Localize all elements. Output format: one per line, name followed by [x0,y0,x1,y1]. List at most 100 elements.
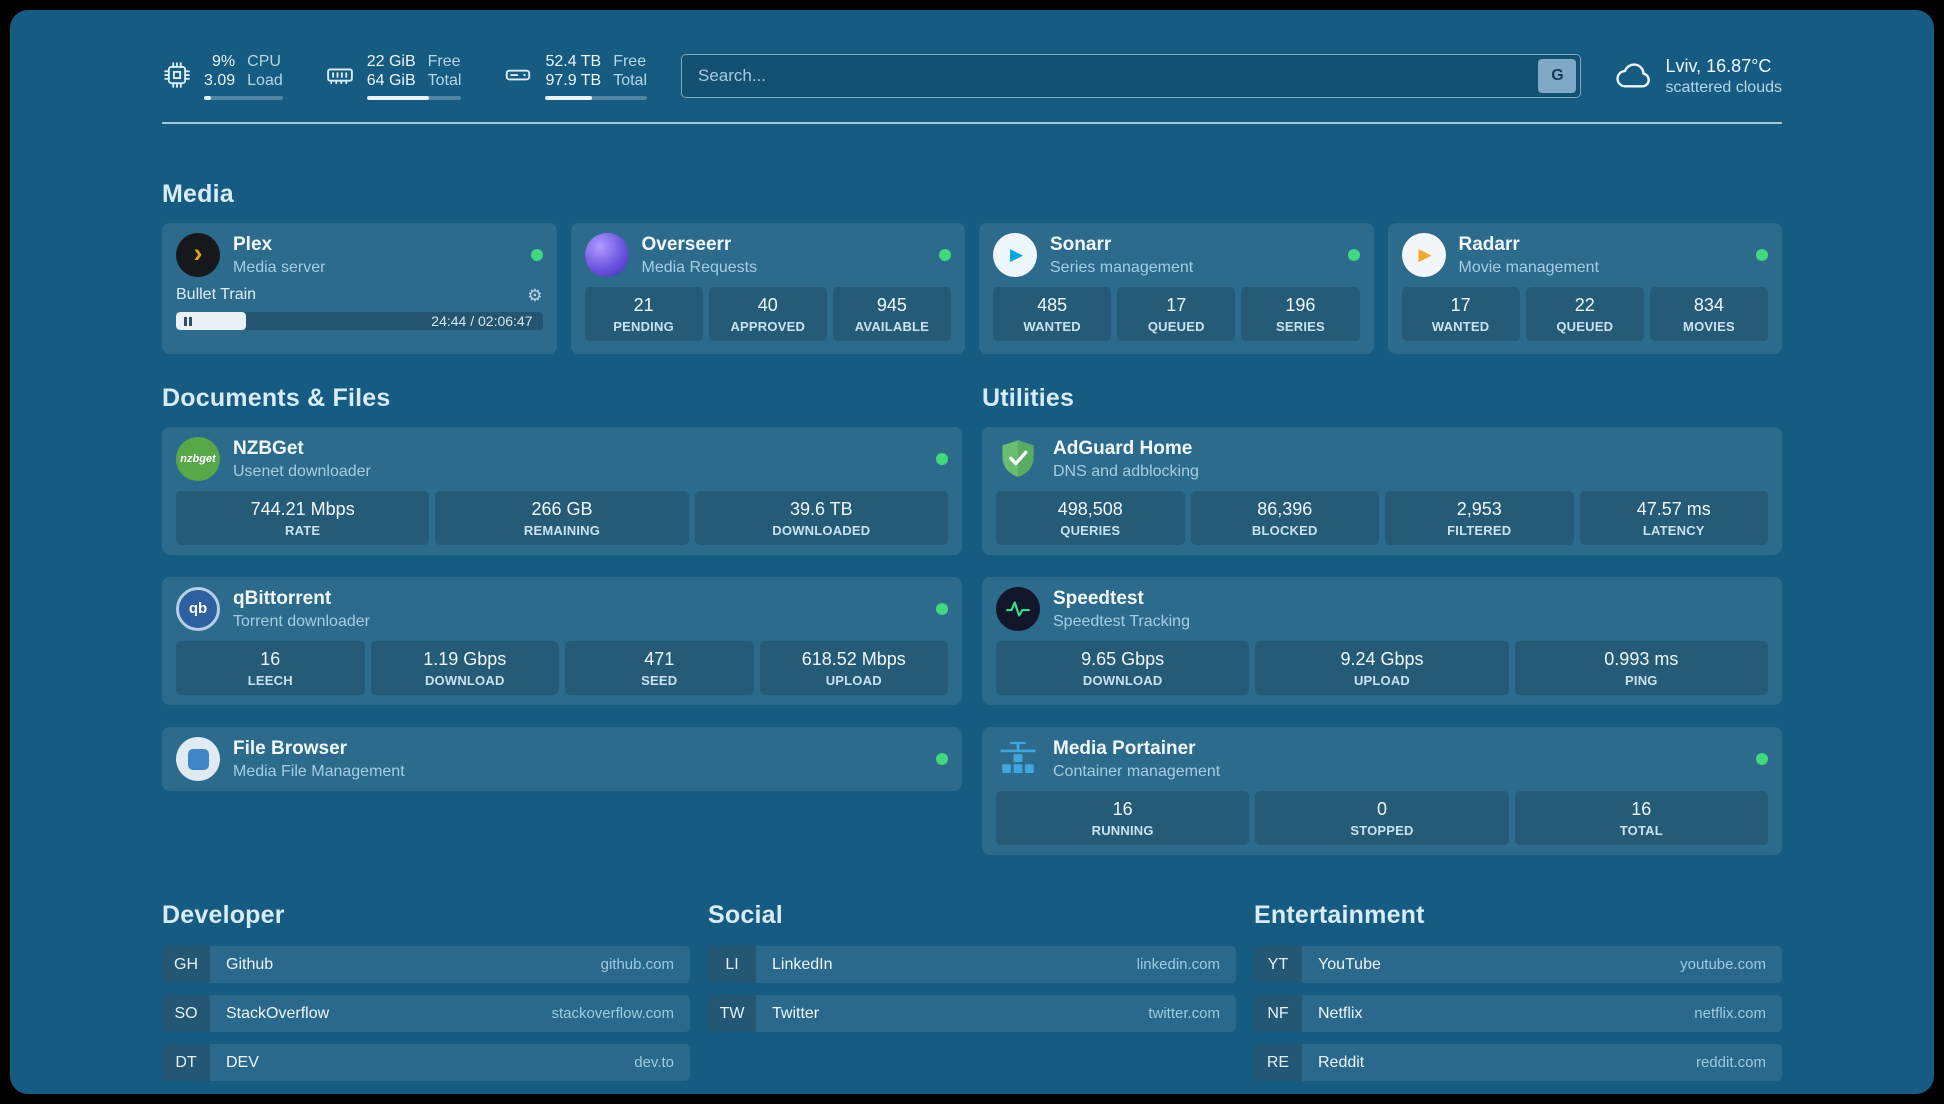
memory-free-value: 22 GiB [366,53,416,70]
stat-queued: 17 QUEUED [1117,287,1236,341]
cpu-usage-bar [204,96,283,100]
bookmark-netflix[interactable]: NF Netflix netflix.com [1254,995,1782,1032]
stat-value: 618.52 Mbps [801,649,906,669]
section-media: Media › Plex Media server Bullet Train [162,180,1782,354]
sonarr-icon: ▶ [993,233,1037,277]
service-card-filebrowser[interactable]: File Browser Media File Management [162,727,962,791]
memory-total-value: 64 GiB [366,72,416,89]
section-social: Social LI LinkedIn linkedin.com TW Twitt… [708,901,1236,1081]
bookmark-name: Twitter [772,1004,820,1022]
bookmark-twitter[interactable]: TW Twitter twitter.com [708,995,1236,1032]
service-subtitle: Media File Management [233,762,405,780]
stat-value: 21 [633,295,654,315]
settings-gear-icon[interactable]: ⚙ [527,285,543,305]
service-card-radarr[interactable]: ▶ Radarr Movie management 17 WANTED [1387,223,1782,354]
bookmark-abbr: YT [1254,946,1302,983]
service-subtitle: Torrent downloader [233,612,370,630]
bookmark-dev[interactable]: DT DEV dev.to [162,1044,690,1081]
service-card-plex[interactable]: › Plex Media server Bullet Train ⚙ [162,223,557,354]
search-input[interactable] [686,66,1539,86]
service-card-qbittorrent[interactable]: qb qBittorrent Torrent downloader 16 LEE… [162,577,962,705]
section-title-utilities: Utilities [982,384,1075,412]
disk-free-value: 52.4 TB [545,53,602,70]
pause-icon[interactable] [184,316,192,326]
bookmark-github[interactable]: GH Github github.com [162,946,690,983]
service-card-speedtest[interactable]: Speedtest Speedtest Tracking 9.65 Gbps D… [982,577,1782,705]
bookmark-reddit[interactable]: RE Reddit reddit.com [1254,1044,1782,1081]
bookmark-abbr: RE [1254,1044,1302,1081]
stat-value: 1.19 Gbps [423,649,507,669]
stat-available: 945 AVAILABLE [832,287,952,341]
stat-label: UPLOAD [1353,673,1411,688]
bookmark-domain: netflix.com [1694,1005,1766,1022]
section-developer: Developer GH Github github.com SO StackO… [162,901,690,1081]
section-title-developer: Developer [162,901,285,929]
cpu-icon [162,60,192,90]
status-dot [1347,249,1360,261]
stat-value: 22 [1574,295,1595,315]
service-subtitle: Speedtest Tracking [1053,612,1190,630]
stat-label: APPROVED [730,319,806,334]
bookmark-name: Github [226,955,274,973]
memory-total-label: Total [427,72,462,89]
stat-blocked: 86,396 BLOCKED [1190,491,1379,545]
service-title: NZBGet [233,437,304,459]
bookmark-stackoverflow[interactable]: SO StackOverflow stackoverflow.com [162,995,690,1032]
portainer-icon [996,737,1040,781]
speedtest-icon [996,587,1040,631]
bookmark-domain: dev.to [634,1054,674,1071]
stat-latency: 47.57 ms LATENCY [1579,491,1768,545]
status-dot [936,603,948,615]
service-card-portainer[interactable]: Media Portainer Container management 16 … [982,727,1782,855]
stat-label: REMAINING [523,523,601,538]
stat-total: 16 TOTAL [1514,791,1768,845]
stat-value: 40 [757,295,778,315]
search-provider-button[interactable]: G [1538,59,1577,93]
service-subtitle: Usenet downloader [233,462,371,480]
service-subtitle: DNS and adblocking [1053,462,1199,480]
stat-rate: 744.21 Mbps RATE [176,491,430,545]
stat-label: WANTED [1023,319,1081,334]
section-title-media: Media [162,180,234,208]
stat-value: 16 [1631,799,1652,819]
playback-progress-fill [176,312,246,330]
stat-label: QUEUED [1556,319,1614,334]
bookmark-name: Reddit [1318,1053,1365,1071]
stat-download: 9.65 Gbps DOWNLOAD [996,641,1250,695]
status-dot [530,249,543,261]
service-subtitle: Media server [233,258,326,276]
nzbget-icon: nzbget [176,437,220,481]
cpu-load-label: Load [247,72,283,89]
stat-queries: 498,508 QUERIES [996,491,1185,545]
service-card-nzbget[interactable]: nzbget NZBGet Usenet downloader 744.21 M… [162,427,962,555]
overseerr-icon [584,233,629,277]
stat-label: FILTERED [1447,523,1512,538]
bookmark-name: DEV [226,1053,259,1071]
stat-value: 834 [1693,295,1724,315]
stat-approved: 40 APPROVED [708,287,827,341]
service-card-overseerr[interactable]: Overseerr Media Requests 21 PENDING 40 A… [570,223,965,354]
stat-seed: 471 SEED [565,641,754,695]
bookmark-youtube[interactable]: YT YouTube youtube.com [1254,946,1782,983]
service-title: qBittorrent [233,587,332,609]
stat-value: 485 [1037,295,1068,315]
service-title: Speedtest [1053,587,1144,609]
stat-value: 9.24 Gbps [1340,649,1424,669]
service-card-sonarr[interactable]: ▶ Sonarr Series management 485 WANTED [979,223,1374,354]
service-title: Sonarr [1050,233,1112,255]
stat-upload: 9.24 Gbps UPLOAD [1255,641,1509,695]
bookmark-name: StackOverflow [226,1004,330,1022]
service-title: Radarr [1458,233,1520,255]
stat-ping: 0.993 ms PING [1514,641,1768,695]
stat-label: QUERIES [1060,523,1121,538]
service-title: Plex [233,233,273,255]
bookmark-linkedin[interactable]: LI LinkedIn linkedin.com [708,946,1236,983]
stat-value: 744.21 Mbps [250,499,355,519]
stat-value: 471 [644,649,675,669]
stat-label: MOVIES [1683,319,1735,334]
service-card-adguard[interactable]: AdGuard Home DNS and adblocking 498,508 … [982,427,1782,555]
stat-label: BLOCKED [1251,523,1318,538]
stat-label: PING [1625,673,1658,688]
now-playing-title: Bullet Train [176,286,257,303]
playback-progress-bar[interactable]: 24:44 / 02:06:47 [176,312,543,330]
